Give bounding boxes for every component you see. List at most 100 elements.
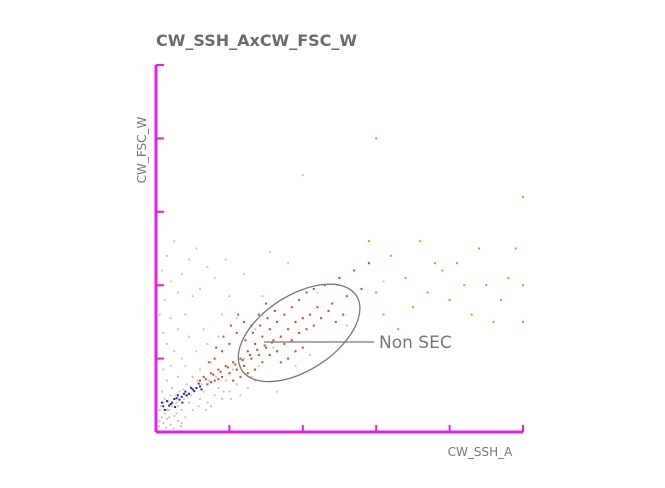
data-point bbox=[263, 344, 266, 347]
data-point bbox=[221, 375, 224, 378]
data-point bbox=[266, 317, 269, 320]
data-point bbox=[455, 262, 458, 265]
data-point bbox=[273, 309, 276, 312]
data-point bbox=[298, 298, 301, 301]
data-point bbox=[173, 414, 176, 417]
data-point bbox=[268, 251, 271, 254]
data-point bbox=[206, 265, 209, 268]
data-point bbox=[188, 401, 190, 404]
data-point bbox=[522, 196, 524, 199]
data-point bbox=[448, 298, 451, 301]
data-point bbox=[237, 313, 240, 316]
data-point bbox=[316, 306, 319, 309]
data-point bbox=[246, 372, 249, 375]
data-point bbox=[254, 342, 257, 345]
data-point bbox=[375, 137, 378, 140]
data-point bbox=[272, 346, 275, 349]
data-point bbox=[290, 339, 293, 342]
data-point bbox=[276, 350, 279, 353]
data-point bbox=[298, 331, 301, 334]
data-point bbox=[217, 335, 220, 338]
data-point bbox=[312, 287, 315, 290]
data-point bbox=[212, 373, 215, 376]
data-point bbox=[166, 417, 168, 420]
data-point bbox=[301, 174, 304, 177]
data-point bbox=[217, 378, 220, 381]
data-point bbox=[283, 313, 286, 316]
data-point bbox=[210, 405, 213, 408]
data-point bbox=[265, 302, 268, 305]
data-point bbox=[188, 392, 190, 395]
data-point bbox=[177, 405, 179, 408]
data-point bbox=[433, 262, 436, 265]
data-point bbox=[224, 379, 227, 382]
data-point bbox=[239, 375, 242, 378]
data-point bbox=[200, 383, 203, 386]
data-point bbox=[228, 295, 231, 298]
data-point bbox=[301, 317, 304, 320]
data-point bbox=[173, 240, 176, 243]
x-axis-label: CW_SSH_A bbox=[448, 445, 514, 459]
data-point bbox=[199, 398, 201, 400]
data-point bbox=[171, 405, 174, 408]
data-point bbox=[312, 324, 315, 327]
data-point bbox=[217, 387, 220, 389]
data-point bbox=[367, 240, 370, 243]
data-point bbox=[175, 401, 178, 404]
data-point bbox=[160, 269, 163, 272]
data-point bbox=[166, 400, 168, 403]
data-point bbox=[157, 425, 160, 428]
data-point bbox=[251, 331, 254, 334]
data-point bbox=[173, 398, 176, 400]
data-point bbox=[276, 320, 279, 323]
data-point bbox=[175, 412, 178, 415]
data-point bbox=[235, 368, 238, 371]
data-point bbox=[185, 383, 188, 386]
data-point bbox=[228, 342, 231, 345]
data-point bbox=[197, 405, 200, 408]
data-point bbox=[217, 368, 220, 371]
data-point bbox=[345, 324, 348, 327]
gate-layer bbox=[237, 283, 374, 383]
data-point bbox=[221, 350, 224, 353]
data-point bbox=[290, 306, 293, 309]
data-point bbox=[195, 350, 198, 353]
data-point bbox=[268, 328, 271, 331]
data-point bbox=[259, 324, 262, 327]
data-point bbox=[162, 401, 165, 404]
data-point bbox=[158, 313, 161, 316]
y-axis-label: CW_FSC_W bbox=[135, 116, 149, 183]
data-point bbox=[522, 284, 524, 287]
data-point bbox=[158, 420, 161, 422]
data-point bbox=[320, 317, 323, 320]
gate-label: Non SEC bbox=[379, 333, 452, 353]
data-point bbox=[215, 346, 218, 349]
data-point bbox=[478, 247, 480, 250]
data-point bbox=[178, 390, 181, 393]
data-point bbox=[268, 353, 271, 356]
data-point bbox=[342, 313, 345, 316]
data-point bbox=[397, 328, 400, 331]
data-point bbox=[243, 273, 246, 276]
points-layer bbox=[157, 137, 524, 430]
data-point bbox=[492, 320, 495, 323]
data-point bbox=[202, 375, 205, 378]
data-point bbox=[367, 262, 370, 265]
data-point bbox=[287, 262, 290, 265]
data-point bbox=[411, 306, 414, 309]
data-point bbox=[184, 313, 187, 316]
data-point bbox=[257, 353, 260, 356]
data-point bbox=[180, 273, 183, 276]
data-point bbox=[404, 276, 407, 279]
data-point bbox=[239, 357, 242, 360]
data-point bbox=[215, 375, 218, 378]
data-point bbox=[166, 409, 168, 411]
data-point bbox=[309, 313, 312, 316]
data-point bbox=[171, 401, 174, 404]
data-point bbox=[177, 328, 179, 331]
data-point bbox=[177, 291, 179, 294]
data-point bbox=[169, 364, 172, 367]
data-point bbox=[181, 401, 184, 404]
data-point bbox=[234, 363, 237, 366]
data-point bbox=[202, 390, 205, 393]
